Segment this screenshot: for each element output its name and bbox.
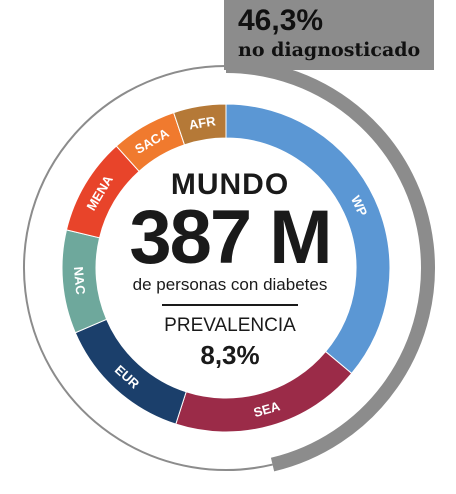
slice-label-nac: NAC bbox=[71, 266, 88, 296]
prevalence-label: PREVALENCIA bbox=[110, 314, 350, 338]
center-value: 387 M bbox=[110, 198, 350, 278]
center-divider bbox=[162, 304, 298, 306]
undiagnosed-callout: 46,3% no diagnosticado bbox=[224, 0, 434, 70]
undiagnosed-value: 46,3% bbox=[238, 4, 323, 38]
undiagnosed-label: no diagnosticado bbox=[238, 38, 420, 62]
center-subtitle: de personas con diabetes bbox=[110, 274, 350, 296]
prevalence-value: 8,3% bbox=[110, 340, 350, 370]
